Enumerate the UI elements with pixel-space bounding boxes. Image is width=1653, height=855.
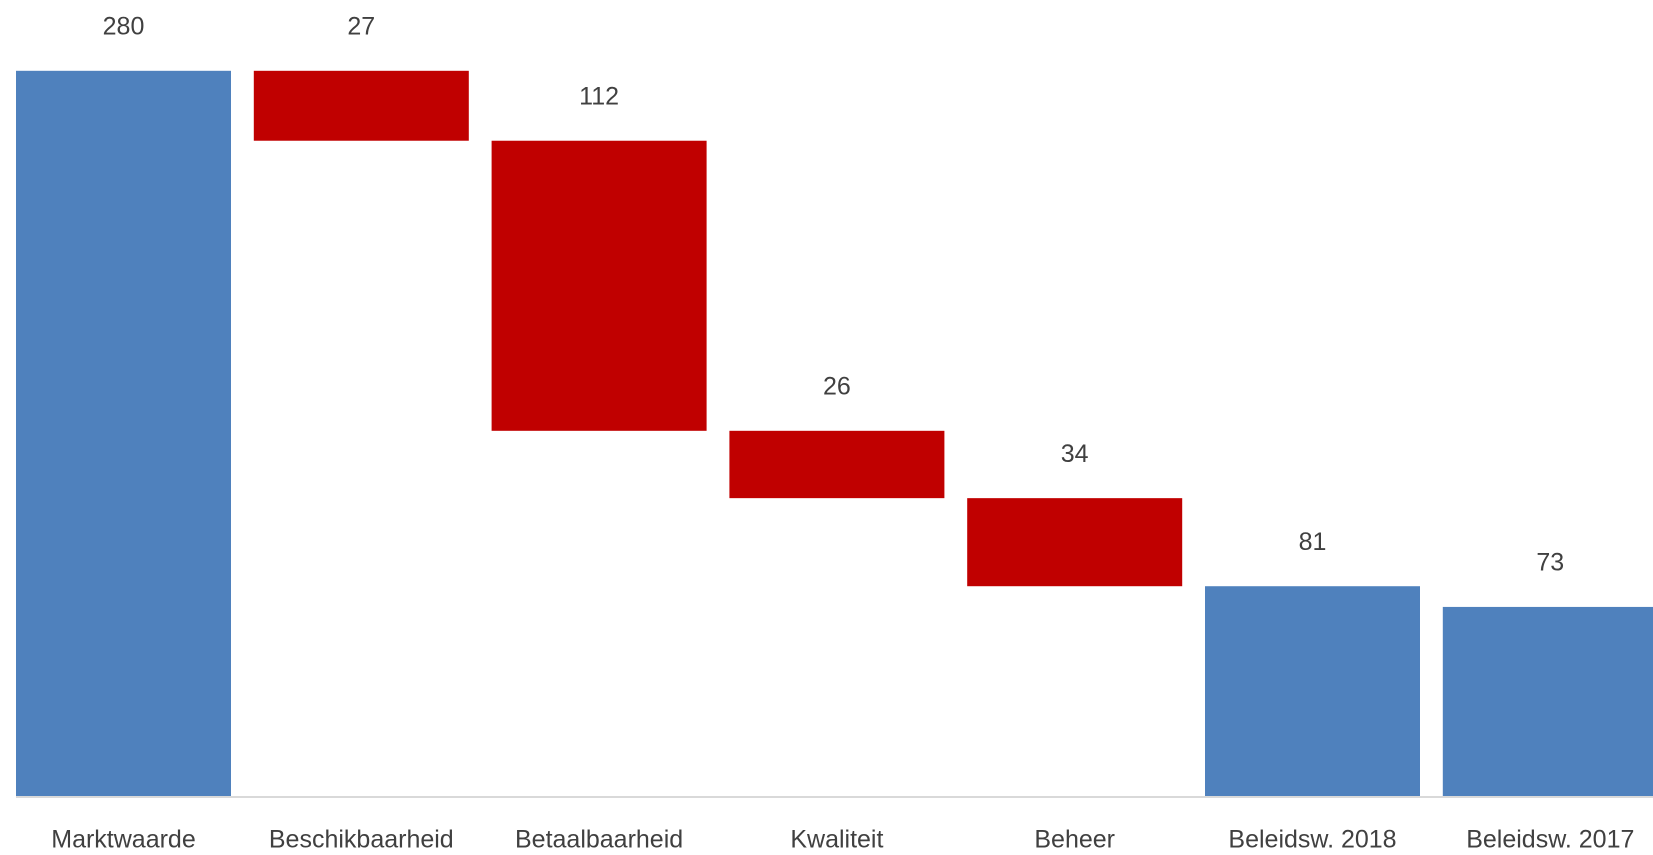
value-label: 280 — [103, 12, 145, 40]
bar — [253, 70, 469, 141]
x-tick-label: Kwaliteit — [790, 826, 883, 854]
x-tick-label: Marktwaarde — [51, 826, 196, 854]
x-tick-label: Beschikbaarheid — [269, 826, 454, 854]
x-tick-label: Beleidsw. 2018 — [1228, 826, 1396, 854]
value-label: 81 — [1299, 528, 1327, 556]
value-label: 34 — [1061, 440, 1089, 468]
value-label: 27 — [347, 12, 375, 40]
x-tick-label: Betaalbaarheid — [515, 826, 683, 854]
value-label: 73 — [1536, 549, 1564, 577]
value-label: 112 — [579, 82, 619, 110]
x-tick-label: Beleidsw. 2017 — [1466, 826, 1634, 854]
bar — [967, 498, 1183, 587]
bar — [1205, 586, 1420, 796]
bar — [16, 70, 231, 797]
bar — [1442, 606, 1653, 796]
value-label: 26 — [823, 372, 851, 400]
x-tick-label: Beheer — [1034, 826, 1115, 854]
bar — [491, 140, 707, 431]
bar — [729, 430, 945, 499]
